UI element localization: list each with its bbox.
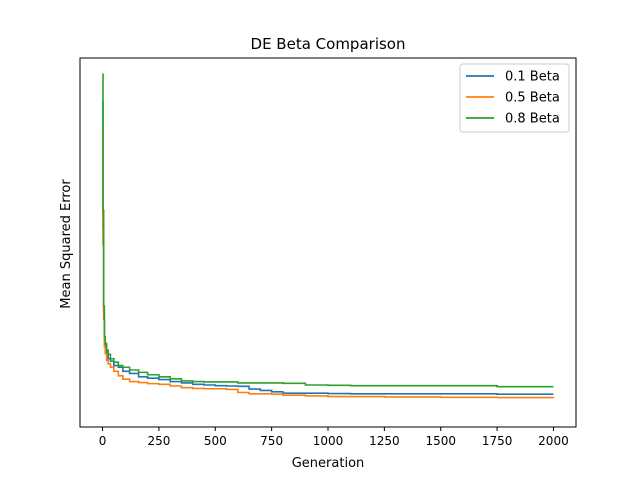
x-axis-label: Generation xyxy=(292,456,365,471)
x-tick-label: 750 xyxy=(260,434,283,448)
x-tick-label: 1250 xyxy=(369,434,400,448)
legend: 0.1 Beta 0.5 Beta 0.8 Beta xyxy=(459,63,570,133)
legend-label-3: 0.8 Beta xyxy=(505,112,560,127)
series-line-3 xyxy=(102,73,554,388)
x-tick-label: 250 xyxy=(147,434,170,448)
series-line-2 xyxy=(102,124,555,399)
x-tick-label: 1000 xyxy=(313,434,344,448)
legend-label-1: 0.1 Beta xyxy=(505,70,560,85)
chart-title: DE Beta Comparison xyxy=(251,35,406,53)
plot-area xyxy=(102,73,555,399)
x-tick-label: 0 xyxy=(99,434,107,448)
x-tick-label: 2000 xyxy=(538,434,569,448)
axes: 0 250 500 750 1000 1250 1500 1750 2000 xyxy=(79,57,577,448)
legend-label-2: 0.5 Beta xyxy=(505,91,560,106)
y-axis-label: Mean Squared Error xyxy=(59,179,74,309)
x-tick-label: 1500 xyxy=(425,434,456,448)
x-tick-label: 500 xyxy=(204,434,227,448)
legend-box xyxy=(459,63,570,133)
x-tick-label: 1750 xyxy=(482,434,513,448)
